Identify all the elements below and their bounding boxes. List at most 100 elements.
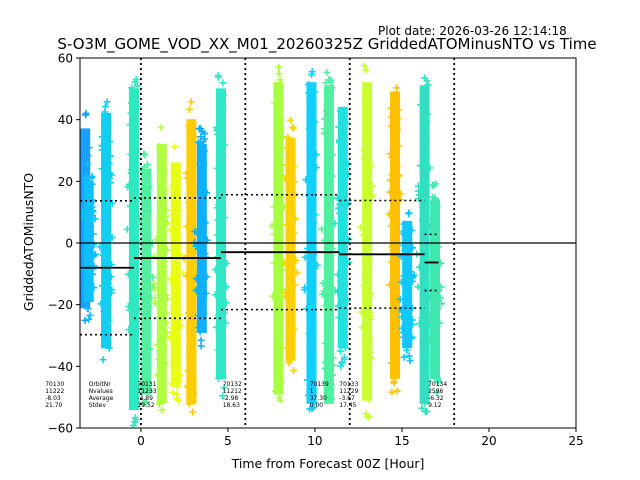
data-point [132, 245, 140, 253]
data-point [388, 243, 396, 251]
data-point [365, 302, 373, 310]
data-point [274, 335, 282, 343]
data-point [341, 344, 349, 352]
data-point [403, 317, 411, 325]
data-point [429, 215, 437, 223]
data-point [173, 394, 181, 402]
data-point [368, 182, 376, 190]
stats-value: 11233 [137, 388, 156, 395]
data-point [84, 234, 92, 242]
data-point [168, 380, 176, 388]
data-point [404, 227, 412, 235]
data-point [141, 248, 149, 256]
data-point [422, 133, 430, 141]
stats-value: -4.89 [137, 395, 153, 402]
data-point [325, 303, 333, 311]
data-point [323, 68, 331, 76]
data-point [287, 350, 295, 358]
data-point [358, 323, 366, 331]
data-point [139, 167, 147, 175]
data-point [406, 223, 414, 231]
stats-header-label: Average [89, 395, 114, 402]
data-point [218, 359, 226, 367]
data-point [187, 288, 195, 296]
data-point [388, 258, 396, 266]
data-point [306, 405, 314, 413]
data-point [166, 275, 174, 283]
data-point [431, 194, 439, 202]
data-point [89, 207, 97, 215]
data-point [334, 204, 342, 212]
data-point [168, 324, 176, 332]
data-point [100, 204, 108, 212]
data-point [386, 150, 394, 158]
data-point [83, 173, 91, 181]
data-point [320, 129, 328, 137]
data-point [336, 200, 344, 208]
stats-value: 11229 [339, 388, 358, 395]
data-point [428, 338, 436, 346]
data-point [173, 211, 181, 219]
data-point [214, 253, 222, 261]
data-point [386, 188, 394, 196]
data-point [134, 103, 142, 111]
data-point [130, 305, 138, 313]
data-point [311, 88, 319, 96]
data-point [275, 254, 283, 262]
data-point [85, 315, 93, 323]
data-point [276, 313, 284, 321]
stats-header-label: Nvalues [89, 388, 113, 395]
series-core [419, 85, 430, 404]
data-point [366, 342, 374, 350]
data-point [98, 142, 106, 150]
data-point [306, 95, 314, 103]
y-tick-label: −40 [48, 360, 73, 374]
data-point [155, 372, 163, 380]
stats-value: -6.32 [428, 395, 444, 402]
data-point [219, 372, 227, 380]
data-point [308, 68, 316, 76]
data-point [123, 225, 131, 233]
data-point [185, 393, 193, 401]
data-point [124, 270, 132, 278]
data-point [268, 222, 276, 230]
data-point [328, 371, 336, 379]
data-point [212, 323, 220, 331]
data-point [284, 133, 292, 141]
data-point [406, 357, 414, 365]
data-point [429, 226, 437, 234]
data-point [362, 262, 370, 270]
data-point [190, 390, 198, 398]
data-point [334, 302, 342, 310]
data-point [219, 79, 227, 87]
data-point [151, 286, 159, 294]
data-point [80, 167, 88, 175]
data-point [280, 259, 288, 267]
data-point [292, 215, 300, 223]
data-point [326, 217, 334, 225]
data-point [99, 299, 107, 307]
data-point [394, 172, 402, 180]
data-point [307, 147, 315, 155]
data-point [177, 322, 185, 330]
data-point [365, 107, 373, 115]
data-point [327, 319, 335, 327]
data-point [308, 383, 316, 391]
data-point [140, 344, 148, 352]
data-point [80, 161, 85, 169]
y-tick-label: −60 [48, 422, 73, 436]
data-point [171, 297, 179, 305]
data-point [400, 353, 408, 361]
data-point [321, 364, 329, 372]
data-point [160, 144, 168, 152]
data-point [175, 206, 183, 214]
data-point [90, 240, 98, 248]
data-point [421, 408, 429, 416]
series-9 [211, 71, 231, 400]
data-point [366, 309, 374, 317]
data-point [424, 377, 432, 385]
data-point [303, 245, 311, 253]
data-point [185, 309, 193, 317]
data-point [367, 290, 375, 298]
data-point [290, 229, 298, 237]
